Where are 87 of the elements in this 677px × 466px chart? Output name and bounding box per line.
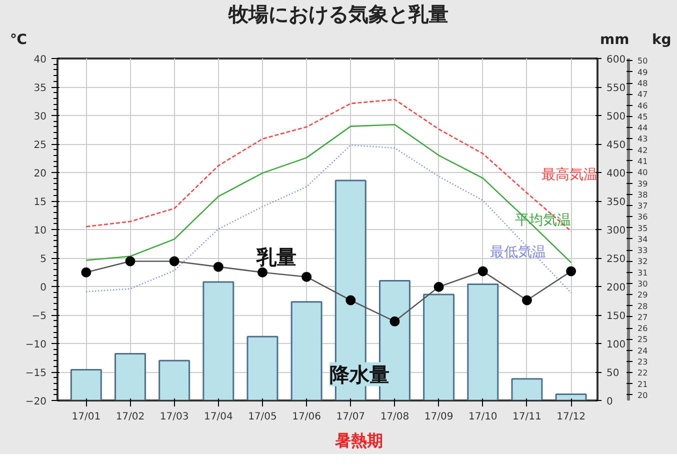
y3-tick-label: 46 bbox=[638, 101, 648, 110]
y3-tick-label: 23 bbox=[638, 358, 648, 367]
y2-tick-label: 550 bbox=[606, 83, 626, 94]
series-label: 最低気温 bbox=[490, 244, 546, 260]
x-tick-label: 17/02 bbox=[116, 412, 145, 422]
y3-tick-label: 30 bbox=[638, 280, 648, 289]
y3-tick-label: 40 bbox=[638, 168, 648, 178]
y3-tick-label: 34 bbox=[638, 234, 648, 244]
y3-tick-label: 21 bbox=[638, 380, 648, 389]
x-tick-label: 17/06 bbox=[292, 412, 321, 422]
x-tick-label: 17/05 bbox=[248, 412, 277, 422]
bar bbox=[423, 294, 455, 400]
y3-tick-label: 32 bbox=[638, 257, 648, 266]
y2-tick-label: 250 bbox=[606, 254, 626, 265]
y2-tick-label: 150 bbox=[606, 311, 626, 322]
y3-tick-label: 45 bbox=[638, 112, 648, 122]
x-tick-label: 17/11 bbox=[512, 412, 542, 422]
y-tick-label: 0 bbox=[40, 282, 47, 294]
y3-tick-label: 50 bbox=[638, 56, 648, 66]
y3-tick-label: 38 bbox=[638, 190, 648, 200]
text: 暑熱期 bbox=[335, 430, 383, 452]
y3-tick-label: 43 bbox=[638, 134, 648, 144]
bar bbox=[511, 378, 543, 400]
y2-tick-label: 50 bbox=[606, 368, 620, 379]
y-tick-label: −15 bbox=[25, 368, 47, 379]
y3-tick-label: 42 bbox=[638, 146, 648, 155]
y2-tick-label: 300 bbox=[606, 226, 626, 236]
y2-tick-label: 500 bbox=[606, 112, 626, 122]
y-tick-label: −20 bbox=[25, 396, 47, 408]
y3-tick-label: 25 bbox=[638, 335, 648, 344]
y3-tick-label: 44 bbox=[638, 124, 648, 133]
y3-tick-label: 35 bbox=[638, 224, 648, 233]
y3-tick-label: 28 bbox=[638, 302, 648, 311]
y2-tick-label: 450 bbox=[606, 140, 626, 151]
bar bbox=[467, 283, 499, 400]
y3-tick-label: 37 bbox=[638, 202, 648, 211]
y3-axis-title: kg bbox=[652, 31, 672, 50]
x-tick-label: 17/04 bbox=[204, 412, 233, 422]
y3-tick-label: 24 bbox=[638, 346, 648, 356]
bar bbox=[114, 353, 146, 400]
bar bbox=[202, 281, 234, 400]
y-tick-label: 40 bbox=[34, 54, 47, 66]
y3-tick-label: 29 bbox=[638, 290, 648, 300]
y3-tick-label: 48 bbox=[638, 79, 648, 88]
y-tick-label: 30 bbox=[34, 112, 47, 122]
series-label: 降水量 bbox=[329, 362, 390, 386]
y3-tick-label: 22 bbox=[638, 368, 648, 378]
y2-tick-label: 100 bbox=[606, 340, 626, 350]
x-tick-label: 17/10 bbox=[468, 412, 498, 422]
x-tick-label: 17/09 bbox=[424, 412, 454, 422]
y-tick-label: 10 bbox=[34, 226, 47, 236]
series-label: 乳量 bbox=[256, 244, 297, 269]
x-tick-label: 17/12 bbox=[556, 412, 586, 422]
y3-tick-label: 49 bbox=[638, 68, 648, 77]
y-tick-label: 5 bbox=[40, 254, 47, 265]
chart-title: 牧場における気象と乳量 bbox=[0, 0, 677, 29]
x-tick-label: 17/07 bbox=[336, 412, 366, 422]
y3-tick-label: 41 bbox=[638, 156, 648, 166]
y2-axis-title: mm bbox=[600, 31, 630, 50]
y3-tick-label: 39 bbox=[638, 179, 648, 188]
y-tick-label: −10 bbox=[25, 340, 47, 350]
bar bbox=[555, 393, 587, 400]
bar bbox=[246, 336, 278, 400]
y3-tick-label: 20 bbox=[638, 390, 648, 400]
y-tick-label: 15 bbox=[34, 197, 47, 208]
y2-tick-label: 350 bbox=[606, 197, 626, 208]
y3-tick-label: 36 bbox=[638, 212, 648, 222]
x-tick-label: 17/01 bbox=[72, 412, 101, 422]
y-tick-label: 25 bbox=[34, 140, 47, 151]
y-axis-title: ℃ bbox=[10, 31, 27, 50]
y2-tick-label: 600 bbox=[606, 54, 626, 66]
y3-tick-label: 33 bbox=[638, 246, 648, 256]
y3-tick-label: 47 bbox=[638, 90, 648, 100]
x-tick-label: 17/03 bbox=[160, 412, 189, 422]
y3-tick-label: 27 bbox=[638, 312, 648, 322]
y2-tick-label: 200 bbox=[606, 282, 626, 294]
y-tick-label: 20 bbox=[34, 168, 47, 180]
y-tick-label: 35 bbox=[34, 83, 47, 94]
y2-tick-label: 0 bbox=[606, 396, 613, 408]
y-tick-label: −5 bbox=[32, 311, 47, 322]
bar bbox=[158, 360, 190, 400]
y2-tick-label: 400 bbox=[606, 168, 626, 180]
bar bbox=[290, 301, 322, 400]
y3-tick-label: 26 bbox=[638, 324, 648, 334]
x-tick-label: 17/08 bbox=[380, 412, 410, 422]
bar bbox=[70, 368, 102, 400]
y3-tick-label: 31 bbox=[638, 268, 648, 278]
